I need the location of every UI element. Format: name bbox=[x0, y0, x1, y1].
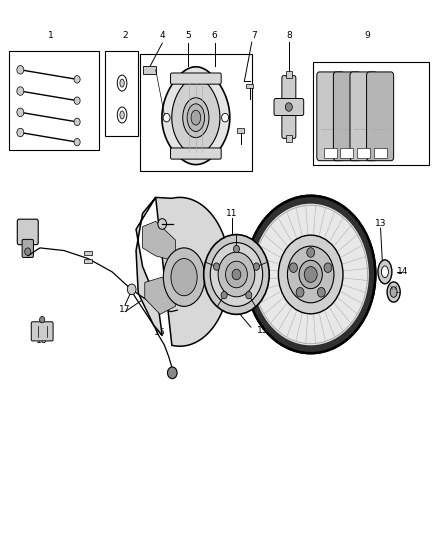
Circle shape bbox=[74, 118, 80, 126]
Text: 18: 18 bbox=[36, 336, 48, 345]
Circle shape bbox=[304, 266, 317, 282]
Circle shape bbox=[246, 292, 252, 299]
Ellipse shape bbox=[378, 260, 392, 284]
Text: 15: 15 bbox=[257, 326, 268, 335]
FancyBboxPatch shape bbox=[170, 148, 221, 159]
Circle shape bbox=[25, 248, 31, 255]
Circle shape bbox=[218, 252, 255, 297]
Circle shape bbox=[246, 196, 375, 353]
Bar bbox=[237, 128, 244, 133]
Circle shape bbox=[290, 263, 297, 272]
Bar bbox=[246, 84, 253, 88]
Circle shape bbox=[253, 204, 369, 345]
Bar bbox=[10, 51, 99, 150]
Ellipse shape bbox=[117, 75, 127, 91]
Circle shape bbox=[226, 261, 247, 288]
FancyBboxPatch shape bbox=[170, 73, 221, 84]
Polygon shape bbox=[145, 277, 175, 314]
FancyBboxPatch shape bbox=[274, 99, 304, 116]
Text: 1: 1 bbox=[48, 31, 54, 40]
Text: 17: 17 bbox=[120, 304, 131, 313]
Circle shape bbox=[324, 263, 332, 272]
Text: 13: 13 bbox=[375, 220, 386, 229]
Circle shape bbox=[279, 235, 343, 314]
Bar bbox=[143, 66, 155, 74]
FancyBboxPatch shape bbox=[367, 72, 394, 161]
Ellipse shape bbox=[191, 110, 201, 125]
Bar bbox=[324, 148, 337, 158]
Circle shape bbox=[17, 128, 24, 137]
FancyBboxPatch shape bbox=[17, 219, 38, 245]
Circle shape bbox=[17, 108, 24, 117]
Bar bbox=[84, 259, 92, 263]
Bar bbox=[313, 62, 428, 165]
Circle shape bbox=[299, 260, 322, 289]
Bar bbox=[286, 135, 292, 142]
Polygon shape bbox=[172, 78, 220, 155]
Circle shape bbox=[233, 245, 240, 253]
Text: 6: 6 bbox=[212, 31, 218, 40]
Text: 5: 5 bbox=[186, 31, 191, 40]
FancyBboxPatch shape bbox=[31, 322, 53, 341]
Circle shape bbox=[17, 66, 24, 74]
Ellipse shape bbox=[117, 107, 127, 123]
Bar bbox=[374, 148, 387, 158]
Circle shape bbox=[39, 317, 45, 323]
Circle shape bbox=[127, 284, 136, 295]
Circle shape bbox=[286, 103, 292, 111]
Polygon shape bbox=[143, 221, 175, 261]
Circle shape bbox=[74, 139, 80, 146]
Polygon shape bbox=[136, 197, 230, 346]
Circle shape bbox=[222, 114, 229, 122]
Ellipse shape bbox=[390, 287, 397, 297]
Bar bbox=[357, 148, 370, 158]
Circle shape bbox=[307, 248, 314, 257]
Polygon shape bbox=[162, 67, 230, 165]
Bar bbox=[340, 148, 353, 158]
Bar bbox=[106, 51, 138, 136]
Circle shape bbox=[17, 87, 24, 95]
Circle shape bbox=[287, 246, 334, 303]
Circle shape bbox=[221, 292, 227, 299]
Circle shape bbox=[246, 196, 375, 353]
FancyBboxPatch shape bbox=[22, 239, 33, 257]
Circle shape bbox=[74, 97, 80, 104]
Circle shape bbox=[253, 263, 259, 270]
Text: 11: 11 bbox=[226, 209, 238, 218]
Circle shape bbox=[232, 269, 241, 280]
Circle shape bbox=[74, 76, 80, 83]
FancyBboxPatch shape bbox=[333, 72, 360, 161]
Ellipse shape bbox=[387, 282, 400, 302]
FancyBboxPatch shape bbox=[317, 72, 344, 161]
FancyBboxPatch shape bbox=[282, 76, 296, 139]
Circle shape bbox=[318, 287, 325, 297]
Ellipse shape bbox=[183, 98, 209, 138]
Ellipse shape bbox=[171, 259, 197, 296]
Circle shape bbox=[167, 367, 177, 378]
Circle shape bbox=[296, 287, 304, 297]
Ellipse shape bbox=[120, 79, 124, 87]
Circle shape bbox=[210, 243, 263, 306]
Circle shape bbox=[213, 263, 219, 270]
FancyBboxPatch shape bbox=[350, 72, 377, 161]
Text: 8: 8 bbox=[286, 31, 292, 40]
Ellipse shape bbox=[381, 266, 389, 278]
Circle shape bbox=[163, 114, 170, 122]
Ellipse shape bbox=[187, 104, 205, 132]
Bar bbox=[286, 71, 292, 78]
Text: 4: 4 bbox=[159, 31, 165, 40]
Bar bbox=[84, 251, 92, 255]
Text: 7: 7 bbox=[251, 31, 257, 40]
Bar bbox=[141, 54, 252, 171]
Text: 10: 10 bbox=[183, 209, 194, 218]
Text: 16: 16 bbox=[154, 328, 166, 337]
Text: 14: 14 bbox=[397, 268, 408, 276]
Text: 9: 9 bbox=[364, 31, 370, 40]
Text: 2: 2 bbox=[122, 31, 128, 40]
Ellipse shape bbox=[120, 111, 124, 119]
Ellipse shape bbox=[163, 248, 205, 306]
Circle shape bbox=[204, 235, 269, 314]
Text: 12: 12 bbox=[298, 209, 310, 218]
Circle shape bbox=[158, 219, 166, 229]
